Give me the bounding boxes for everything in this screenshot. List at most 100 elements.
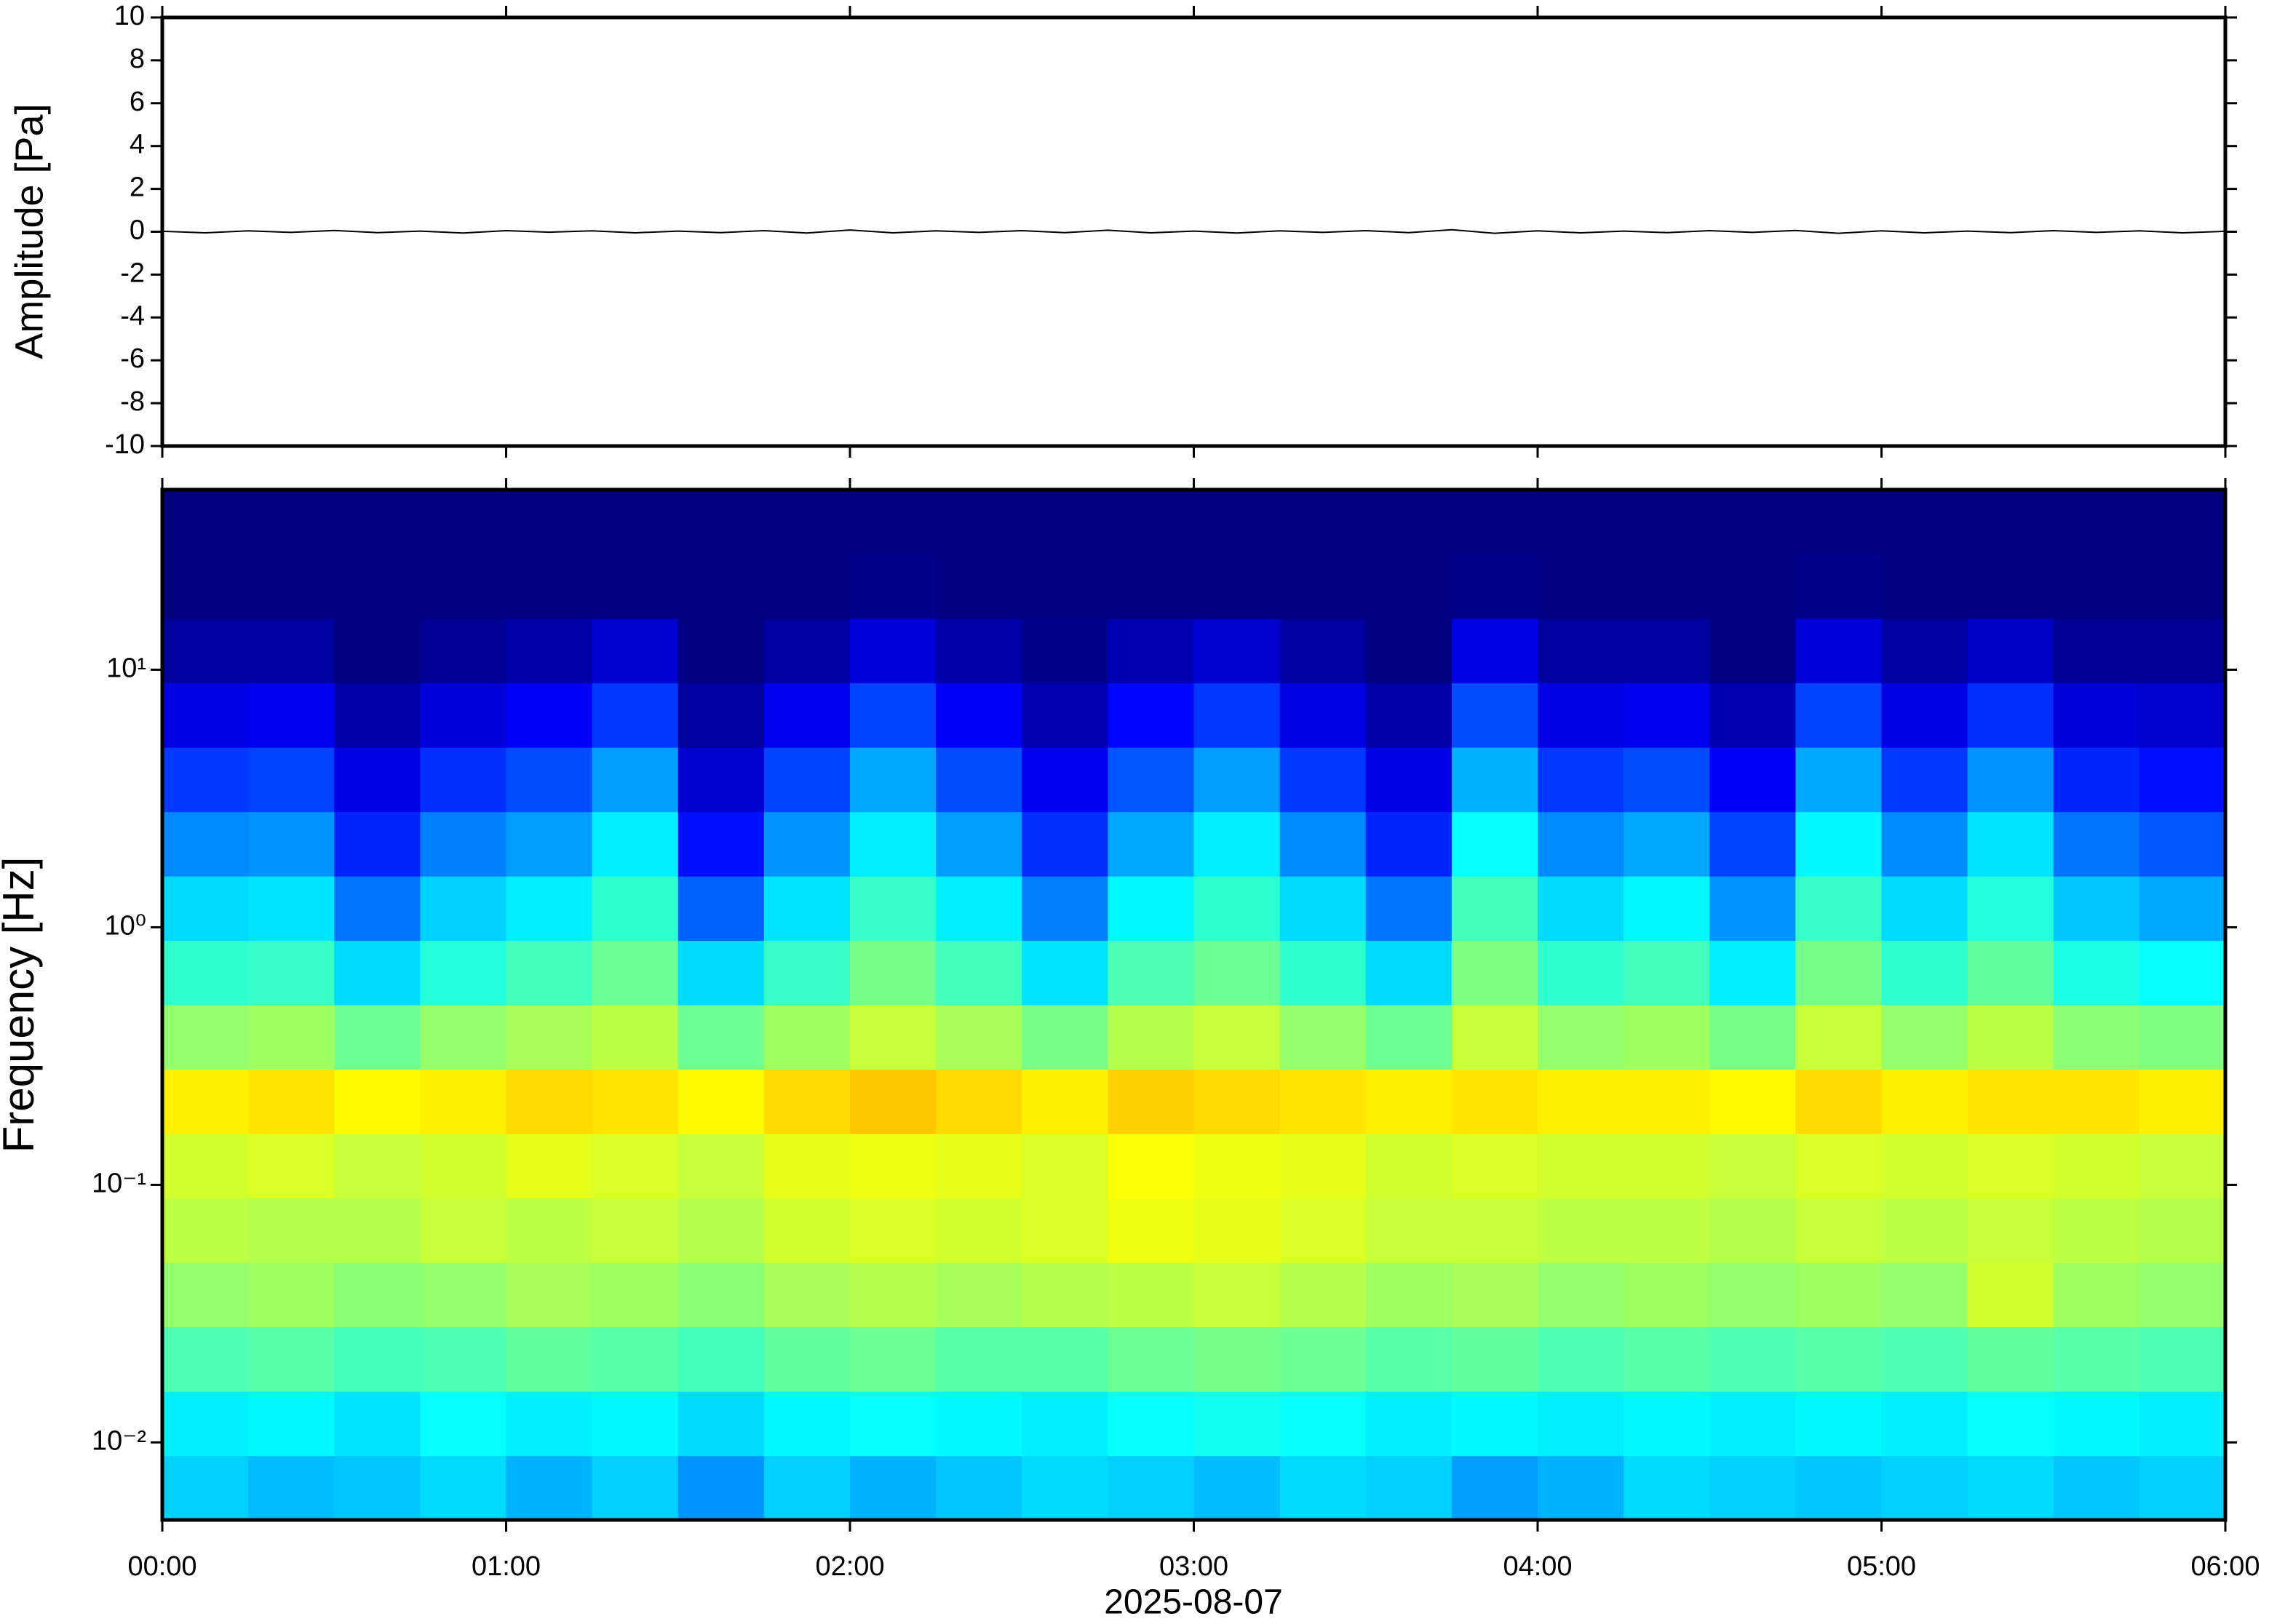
spectrogram-cell — [1967, 554, 2054, 619]
spectrogram-cell — [677, 940, 765, 1006]
spectrogram-cell — [334, 1005, 421, 1070]
spectrogram-cell — [936, 747, 1022, 813]
spectrogram-cell — [420, 1005, 507, 1070]
spectrogram-cell — [1451, 490, 1538, 555]
spectrogram-cell — [506, 876, 593, 942]
spectrogram-cell — [677, 1455, 765, 1521]
spectrogram-cell — [506, 554, 593, 619]
spectrogram-cell — [763, 1391, 851, 1457]
spectrogram-cell — [1193, 1455, 1281, 1521]
spectrogram-cell — [162, 554, 249, 619]
spectrogram-cell — [2139, 1069, 2226, 1134]
spectrogram-cell — [506, 682, 593, 748]
spectrogram-cell — [677, 1198, 765, 1263]
spectrogram-cell — [1193, 811, 1281, 877]
spectrogram-cell — [1022, 554, 1108, 619]
spectrogram-cell — [2053, 876, 2140, 942]
spectrogram-cell — [1709, 1455, 1796, 1521]
spectrogram-cell — [420, 1326, 507, 1392]
spectrogram-cell — [1451, 747, 1538, 813]
spectrogram-cell — [1193, 1198, 1281, 1263]
spectrogram-cell — [162, 1391, 249, 1457]
spectrogram-cell — [1709, 1326, 1796, 1392]
spectrogram-cell — [1022, 1326, 1108, 1392]
spectrogram-cell — [850, 1326, 937, 1392]
spectrogram-cell — [763, 876, 851, 942]
spectrogram-cell — [1709, 682, 1796, 748]
spectrogram-cell — [1967, 747, 2054, 813]
spectrogram-cell — [248, 490, 335, 555]
spectrogram-cell — [1967, 1134, 2054, 1199]
spectrogram-cell — [1022, 1455, 1108, 1521]
spectrogram-cell — [162, 490, 249, 555]
x-axis-label: 2025-08-07 — [1104, 1583, 1283, 1622]
spectrogram-cell — [2053, 1455, 2140, 1521]
spectrogram-cell — [506, 747, 593, 813]
spectrogram-cell — [592, 1326, 679, 1392]
spectrogram-cell — [1365, 1391, 1453, 1457]
spectrogram-cell — [850, 682, 937, 748]
spectrogram-cell — [936, 940, 1022, 1006]
spectrogram-cell — [506, 1262, 593, 1328]
spectrogram-cell — [936, 811, 1022, 877]
spectrogram-cell — [1795, 1455, 1883, 1521]
spectrogram-cell — [2053, 1134, 2140, 1199]
spectrogram-cell — [763, 1005, 851, 1070]
spectrogram-cell — [1881, 876, 1968, 942]
spectrogram-cell — [1108, 1262, 1195, 1328]
spectrogram-cell — [677, 554, 765, 619]
spectrogram-cell — [1881, 1262, 1968, 1328]
spectrogram-cell — [1451, 1069, 1538, 1134]
spectrogram-cell — [850, 747, 937, 813]
spectrogram-cell — [506, 940, 593, 1006]
spectrogram-cell — [1881, 682, 1968, 748]
spectrogram-cell — [162, 1326, 249, 1392]
spectrogram-cell — [677, 1262, 765, 1328]
spectrogram-cell — [1795, 1069, 1883, 1134]
spectrogram-cell — [677, 490, 765, 555]
spectrogram-cell — [1108, 876, 1195, 942]
spectrogram-cell — [763, 811, 851, 877]
spectrogram-cell — [1624, 1391, 1710, 1457]
spectrogram-cell — [1279, 618, 1367, 684]
spectrogram-cell — [850, 1005, 937, 1070]
spectrogram-cell — [763, 1326, 851, 1392]
spectrogram-cell — [1279, 1326, 1367, 1392]
spectrogram-cell — [506, 1134, 593, 1199]
spectrogram-cell — [1538, 940, 1624, 1006]
spectrogram-cell — [1279, 554, 1367, 619]
y-tick-label: -4 — [120, 300, 145, 331]
spectrogram-cell — [850, 1262, 937, 1328]
spectrogram-cell — [420, 1134, 507, 1199]
spectrogram-cell — [1022, 682, 1108, 748]
spectrogram-cell — [936, 1262, 1022, 1328]
spectrogram-cell — [1538, 554, 1624, 619]
spectrogram-cell — [1538, 811, 1624, 877]
spectrogram-cell — [248, 1391, 335, 1457]
spectrogram-cell — [1365, 811, 1453, 877]
spectrogram-cell — [1967, 1455, 2054, 1521]
spectrogram-cell — [1624, 554, 1710, 619]
spectrogram-cell — [592, 682, 679, 748]
spectrogram-cell — [1881, 747, 1968, 813]
spectrogram-cell — [1108, 1326, 1195, 1392]
spectrogram-cell — [1365, 1262, 1453, 1328]
spectrogram-cell — [677, 747, 765, 813]
x-tick-label: 00:00 — [127, 1551, 196, 1582]
spectrogram-cell — [1451, 554, 1538, 619]
y-tick-label: 0 — [130, 215, 145, 246]
spectrogram-cell — [592, 811, 679, 877]
spectrogram-cell — [334, 618, 421, 684]
spectrogram-cell — [1108, 811, 1195, 877]
spectrogram-cell — [2053, 1326, 2140, 1392]
spectrogram-cell — [334, 1198, 421, 1263]
spectrogram-cell — [1795, 1326, 1883, 1392]
spectrogram-cell — [936, 1134, 1022, 1199]
spectrogram-cell — [1795, 618, 1883, 684]
spectrogram-cell — [2139, 747, 2226, 813]
spectrogram-cell — [162, 940, 249, 1006]
spectrogram-cell — [1365, 1198, 1453, 1263]
spectrogram-cell — [334, 1262, 421, 1328]
spectrogram-cell — [1279, 1391, 1367, 1457]
